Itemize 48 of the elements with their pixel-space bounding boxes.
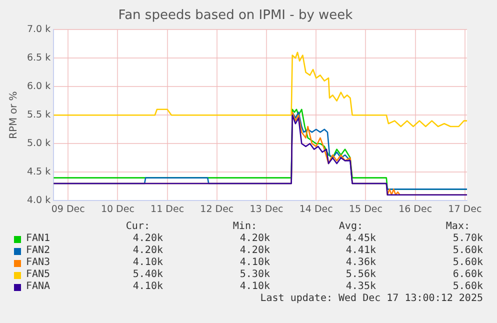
text: Avg: bbox=[338, 221, 363, 233]
text: 5.60k bbox=[452, 245, 483, 257]
y-axis-title: RPM or % bbox=[8, 91, 20, 139]
text: 4.20k bbox=[240, 233, 270, 245]
x-tick-label: 12 Dec bbox=[200, 204, 234, 215]
text: 4.20k bbox=[132, 233, 163, 245]
text: 5.30k bbox=[240, 269, 270, 281]
legend-label: FAN3 bbox=[26, 257, 50, 269]
x-tick-label: 17 Dec bbox=[448, 204, 482, 215]
legend-label: FAN5 bbox=[26, 269, 50, 281]
chart-title: Fan speeds based on IPMI - by week bbox=[118, 8, 354, 24]
x-tick-label: 09 Dec bbox=[51, 204, 85, 215]
legend-label: FANA bbox=[26, 281, 50, 293]
text: 5.70k bbox=[452, 233, 483, 245]
text: Min: bbox=[232, 221, 257, 233]
text: 4.20k bbox=[132, 245, 163, 257]
text: 5.56k bbox=[346, 269, 376, 281]
y-tick-label: 4.0 k bbox=[26, 195, 52, 206]
y-tick-label: 5.0 k bbox=[26, 138, 52, 150]
y-tick-label: 5.5 k bbox=[26, 110, 52, 121]
text: 4.35k bbox=[346, 281, 376, 293]
text: 4.36k bbox=[346, 257, 376, 269]
text: 6.60k bbox=[452, 269, 483, 281]
text: 5.60k bbox=[452, 257, 483, 269]
legend-label: FAN1 bbox=[26, 233, 50, 245]
y-tick-label: 6.0 k bbox=[26, 81, 52, 92]
x-tick-label: 11 Dec bbox=[150, 204, 184, 215]
x-tick-label: 10 Dec bbox=[100, 204, 134, 215]
text: Last update: Wed Dec 17 13:00:12 2025 bbox=[260, 293, 483, 305]
x-tick-label: 14 Dec bbox=[299, 204, 333, 215]
legend-label: FAN2 bbox=[26, 245, 50, 257]
text: Max: bbox=[446, 221, 470, 233]
x-tick-label: 16 Dec bbox=[398, 204, 432, 215]
y-tick-label: 4.5 k bbox=[26, 166, 52, 178]
text: 4.10k bbox=[240, 281, 270, 293]
text: 4.41k bbox=[346, 245, 376, 257]
text: 5.60k bbox=[452, 281, 483, 293]
y-tick-label: 6.5 k bbox=[26, 52, 52, 64]
x-tick-label: 13 Dec bbox=[250, 204, 284, 215]
text: 4.10k bbox=[132, 281, 163, 293]
text: 4.10k bbox=[240, 257, 270, 269]
x-tick-label: 15 Dec bbox=[348, 204, 382, 215]
text: Cur: bbox=[126, 221, 150, 233]
text: 4.20k bbox=[240, 245, 270, 257]
text: 4.45k bbox=[346, 233, 376, 245]
text: 4.10k bbox=[132, 257, 163, 269]
text: 5.40k bbox=[132, 269, 163, 281]
y-tick-label: 7.0 k bbox=[26, 24, 52, 36]
